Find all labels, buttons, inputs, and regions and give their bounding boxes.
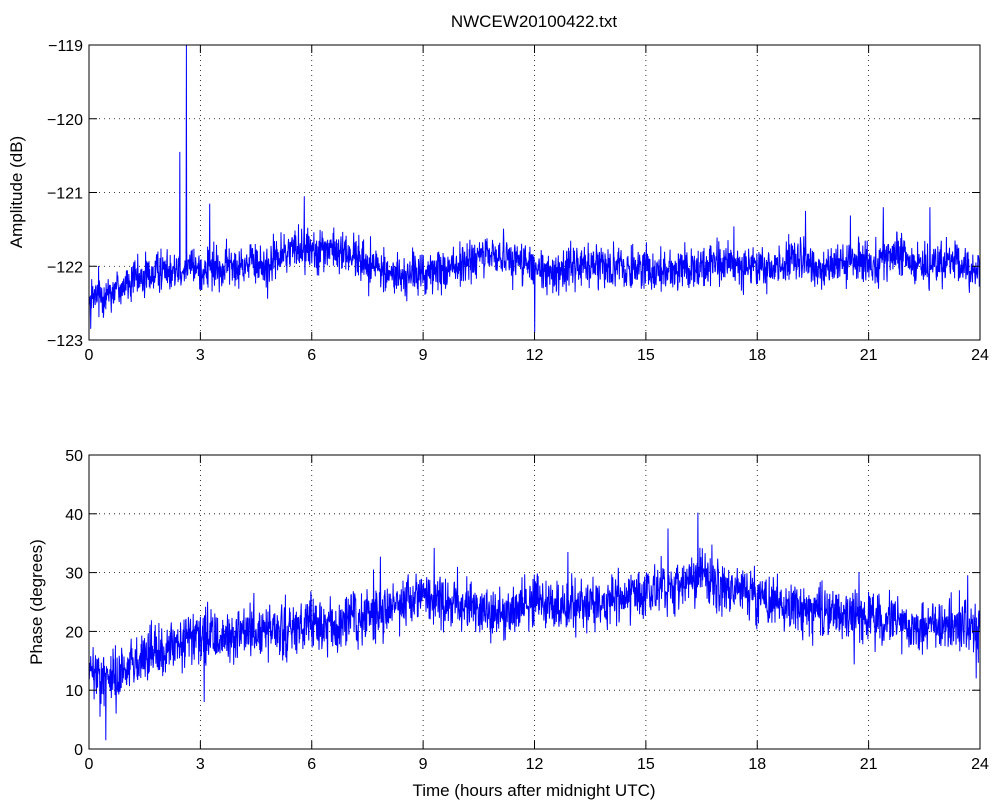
y-tick-label: −119 [48,38,83,55]
phase-ylabel: Phase (degrees) [27,539,46,665]
y-tick-label: 20 [65,624,83,641]
y-tick-label: −121 [47,186,83,203]
chart-title: NWCEW20100422.txt [451,12,618,31]
series-line [88,512,981,741]
y-tick-label: −122 [47,259,83,276]
x-tick-label: 3 [196,756,205,773]
x-tick-label: 18 [748,756,766,773]
x-tick-label: 0 [85,756,94,773]
y-tick-label: 50 [65,448,83,465]
x-tick-label: 12 [526,756,544,773]
x-tick-label: 21 [860,756,878,773]
series-line [88,44,981,333]
x-tick-label: 12 [526,347,544,364]
amplitude-ticks: 0 3 6 9 12 15 18 21 24 −123 −122 −121 −120 −119 [47,38,989,364]
y-tick-label: −120 [47,112,83,129]
x-tick-label: 6 [307,347,316,364]
phase-ticks: 0 3 6 9 12 15 18 21 24 0 10 20 30 40 50 [65,448,989,773]
phase-xlabel: Time (hours after midnight UTC) [412,781,655,800]
x-tick-label: 6 [307,756,316,773]
x-tick-label: 18 [748,347,766,364]
amplitude-series [88,44,981,333]
x-tick-label: 0 [85,347,94,364]
y-tick-label: 40 [65,507,83,524]
phase-series [88,512,981,741]
amplitude-panel: NWCEW20100422.txt 0 3 6 9 12 15 18 21 24 −123 −122… [7,12,989,364]
x-tick-label: 15 [637,347,655,364]
phase-panel: 0 3 6 9 12 15 18 21 24 0 10 20 30 40 50 Phase (degrees… [27,448,989,800]
x-tick-label: 9 [419,347,428,364]
x-tick-label: 24 [971,347,989,364]
x-tick-label: 9 [419,756,428,773]
y-tick-label: 30 [65,566,83,583]
x-tick-label: 24 [971,756,989,773]
x-tick-label: 21 [860,347,878,364]
y-tick-label: 10 [65,683,83,700]
y-tick-label: 0 [74,742,83,759]
x-tick-label: 15 [637,756,655,773]
y-tick-label: −123 [47,333,83,350]
phase-grid [89,455,980,749]
amplitude-ylabel: Amplitude (dB) [7,136,26,248]
x-tick-label: 3 [196,347,205,364]
